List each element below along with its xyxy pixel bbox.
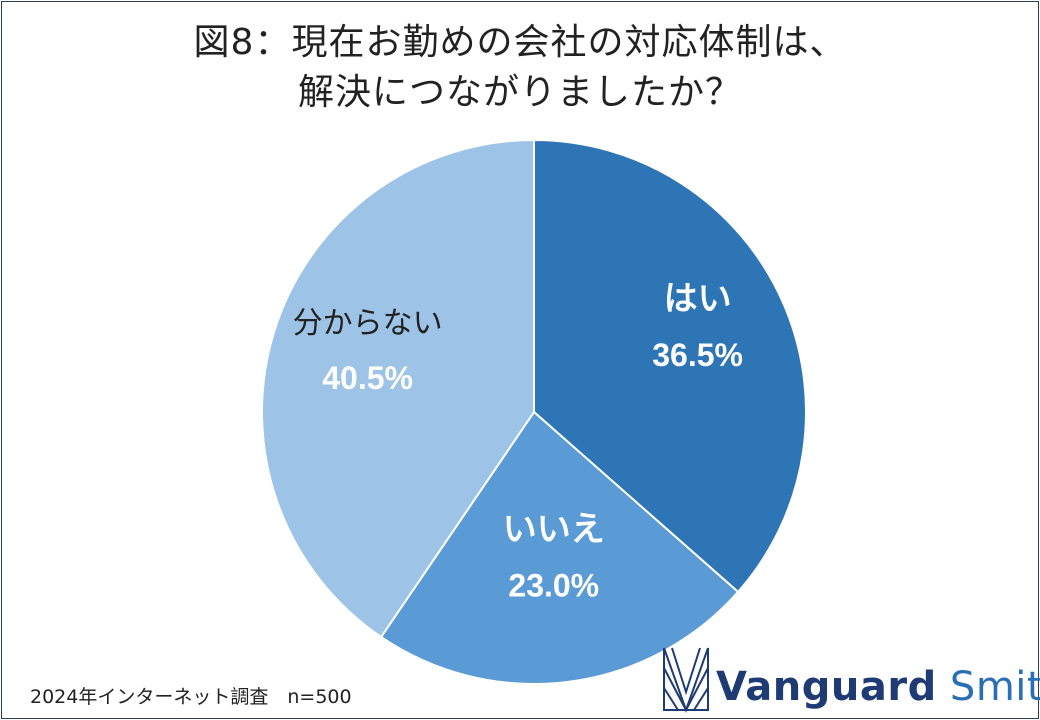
vanguard-smith-logo-icon xyxy=(663,647,709,713)
slice-label-1: はい xyxy=(664,279,732,319)
slice-value-1: 36.5% xyxy=(652,337,743,373)
logo-wordmark: Vanguard Smith xyxy=(716,664,1040,710)
pie-labels: はい 36.5% いいえ 23.0% 分からない 40.5% xyxy=(293,279,743,603)
pie-slice-2 xyxy=(379,410,740,685)
logo-name-bold: Vanguard xyxy=(716,664,937,710)
chart-title: 図8：現在お勤めの会社の対応体制は、 解決につながりましたか？ xyxy=(0,18,1040,118)
pie-slice-3 xyxy=(261,138,535,639)
slice-value-3: 40.5% xyxy=(322,360,413,396)
survey-footnote: 2024年インターネット調査 n=500 xyxy=(30,686,352,708)
pie-slice-1 xyxy=(533,138,807,594)
title-line-2: 解決につながりましたか？ xyxy=(297,72,742,113)
pie-slices xyxy=(261,138,807,685)
slice-label-2: いいえ xyxy=(503,510,605,550)
slice-label-3: 分からない xyxy=(293,306,443,341)
title-line-1: 図8：現在お勤めの会社の対応体制は、 xyxy=(193,22,847,63)
logo-name-light: Smith xyxy=(949,664,1040,710)
slice-value-2: 23.0% xyxy=(508,568,599,604)
